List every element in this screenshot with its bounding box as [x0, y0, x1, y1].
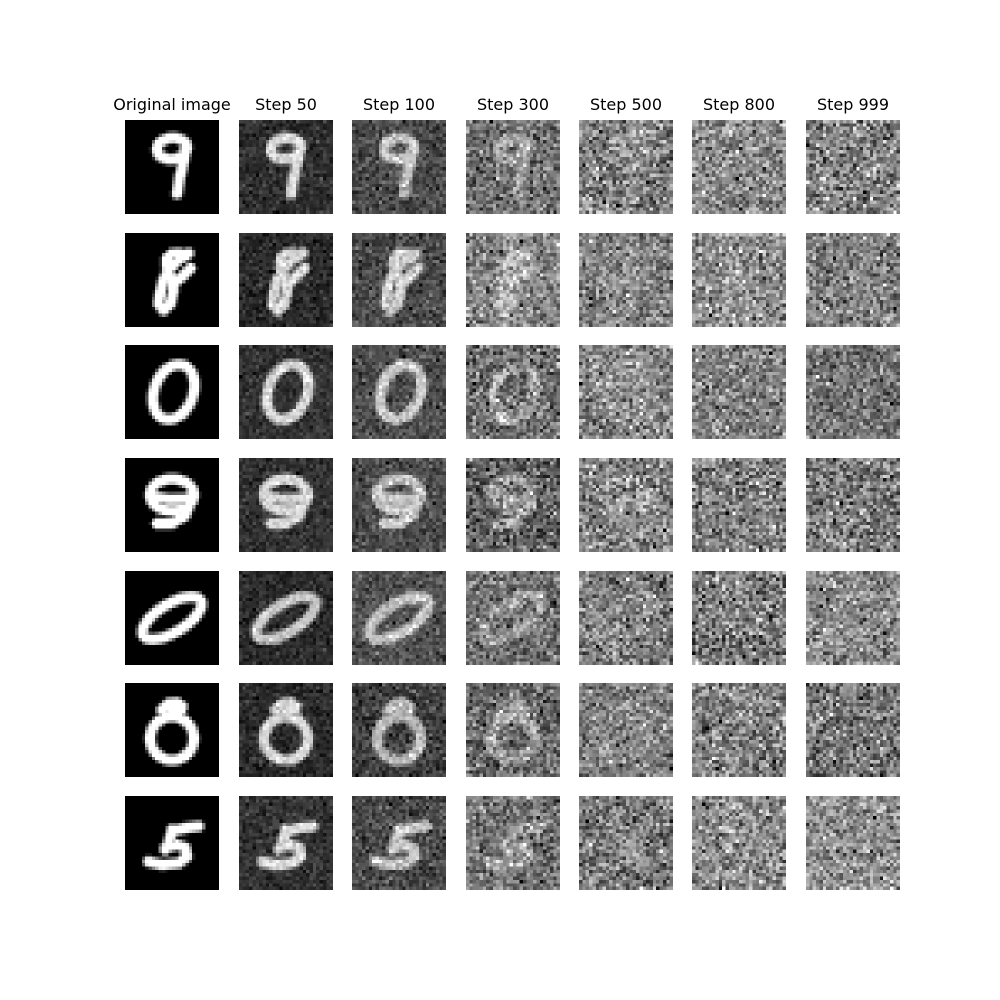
noised-digit-image	[692, 120, 786, 214]
noised-digit-image	[466, 683, 560, 777]
column-title-step-50: Step 50	[255, 95, 317, 114]
noised-digit-image	[806, 683, 900, 777]
noised-digit-image	[466, 796, 560, 890]
column-title-step-300: Step 300	[476, 95, 550, 114]
noised-digit-image	[806, 571, 900, 665]
noised-digit-image	[579, 458, 673, 552]
noised-digit-image	[352, 796, 446, 890]
noised-digit-image	[352, 683, 446, 777]
noised-digit-image	[239, 233, 333, 327]
original-digit-image	[125, 571, 219, 665]
noised-digit-image	[579, 345, 673, 439]
noised-digit-image	[239, 796, 333, 890]
noised-digit-image	[806, 120, 900, 214]
original-digit-image	[125, 345, 219, 439]
noised-digit-image	[352, 458, 446, 552]
column-title-step-999: Step 999	[816, 95, 890, 114]
noised-digit-image	[466, 571, 560, 665]
noised-digit-image	[239, 120, 333, 214]
noised-digit-image	[466, 120, 560, 214]
noised-digit-image	[692, 796, 786, 890]
original-digit-image	[125, 683, 219, 777]
noised-digit-image	[579, 571, 673, 665]
noised-digit-image	[239, 345, 333, 439]
noised-digit-image	[466, 233, 560, 327]
noised-digit-image	[239, 683, 333, 777]
noised-digit-image	[806, 345, 900, 439]
noised-digit-image	[352, 571, 446, 665]
noised-digit-image	[352, 120, 446, 214]
original-digit-image	[125, 458, 219, 552]
noised-digit-image	[579, 796, 673, 890]
noised-digit-image	[692, 458, 786, 552]
noised-digit-image	[806, 796, 900, 890]
column-title-original: Original image	[113, 95, 231, 114]
column-title-step-500: Step 500	[589, 95, 663, 114]
noised-digit-image	[579, 120, 673, 214]
noised-digit-image	[692, 683, 786, 777]
noised-digit-image	[239, 571, 333, 665]
column-title-step-100: Step 100	[362, 95, 436, 114]
noised-digit-image	[466, 458, 560, 552]
noised-digit-image	[239, 458, 333, 552]
noised-digit-image	[579, 233, 673, 327]
noised-digit-image	[806, 233, 900, 327]
original-digit-image	[125, 120, 219, 214]
noised-digit-image	[692, 345, 786, 439]
noised-digit-image	[579, 683, 673, 777]
original-digit-image	[125, 233, 219, 327]
noised-digit-image	[466, 345, 560, 439]
noised-digit-image	[352, 345, 446, 439]
column-title-step-800: Step 800	[702, 95, 776, 114]
noised-digit-image	[692, 571, 786, 665]
noised-digit-image	[806, 458, 900, 552]
noised-digit-image	[692, 233, 786, 327]
noised-digit-image	[352, 233, 446, 327]
original-digit-image	[125, 796, 219, 890]
